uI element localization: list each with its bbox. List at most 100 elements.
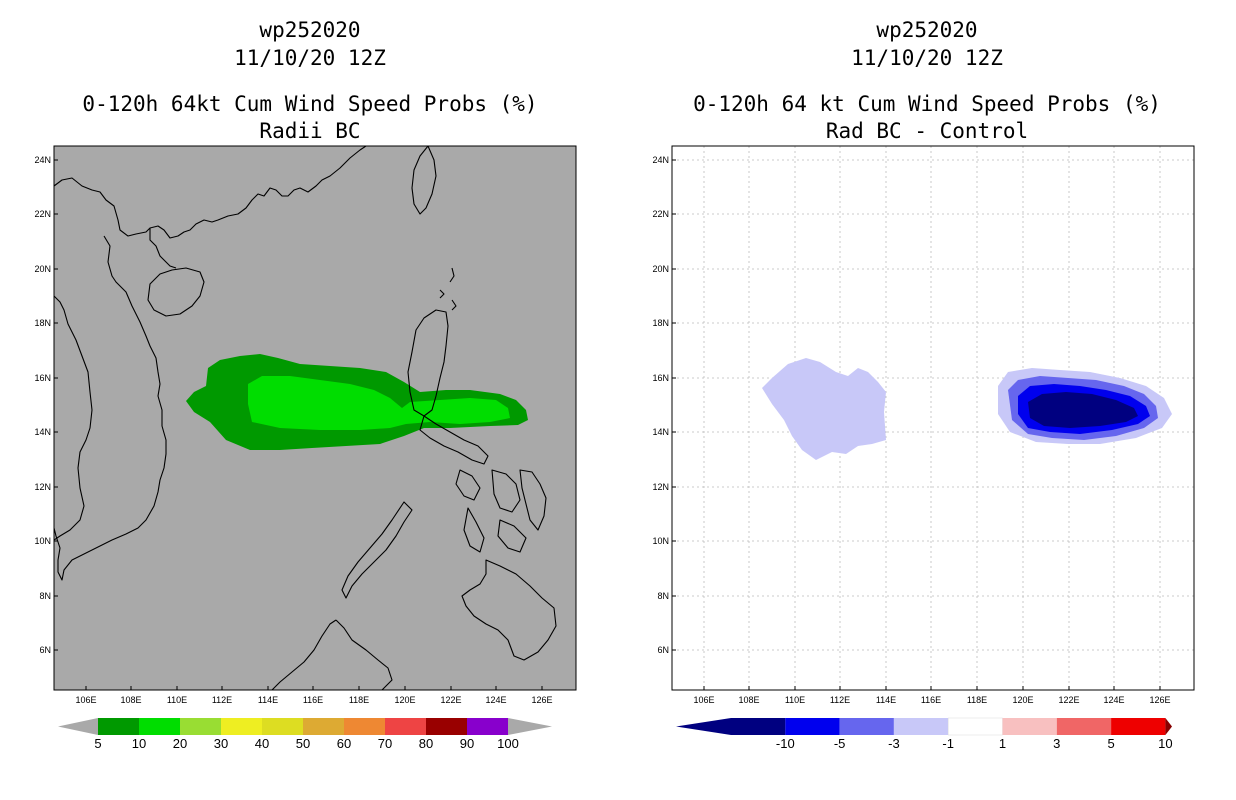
- lat-tick-label: 8N: [657, 591, 669, 601]
- lat-tick-label: 20N: [652, 264, 669, 274]
- colorbar-label: -3: [888, 736, 900, 751]
- lat-tick-label: 12N: [652, 482, 669, 492]
- left-date: 11/10/20 12Z: [234, 46, 386, 70]
- lat-tick-label: 16N: [34, 373, 51, 383]
- lat-tick-label: 16N: [652, 373, 669, 383]
- colorbar-label: 90: [460, 736, 474, 751]
- lon-tick-label: 126E: [531, 695, 552, 705]
- lat-tick-label: 18N: [34, 318, 51, 328]
- colorbar-label: 60: [337, 736, 351, 751]
- colorbar-label: 10: [132, 736, 146, 751]
- right-gridlines: [672, 146, 1194, 690]
- colorbar-high-arrow: [508, 718, 552, 735]
- colorbar-swatch: [385, 718, 426, 735]
- left-subtitle: Radii BC: [259, 119, 361, 143]
- colorbar-swatch: [426, 718, 467, 735]
- lon-tick-label: 120E: [394, 695, 415, 705]
- colorbar-low-arrow: [58, 718, 98, 735]
- lon-tick-label: 126E: [1149, 695, 1170, 705]
- lat-tick-label: 20N: [34, 264, 51, 274]
- colorbar-high-arrow: [1165, 718, 1172, 735]
- lat-tick-label: 22N: [34, 209, 51, 219]
- colorbar-swatch: [1002, 718, 1057, 735]
- lon-tick-label: 122E: [1058, 695, 1079, 705]
- colorbar-swatch: [1056, 718, 1112, 735]
- lat-tick-label: 6N: [39, 645, 51, 655]
- colorbar-swatch: [262, 718, 303, 735]
- colorbar-label: 100: [497, 736, 519, 751]
- colorbar-low-arrow: [676, 718, 731, 735]
- colorbar-label: -10: [776, 736, 795, 751]
- left-colorbar: 5 10 20 30 40 50 60 70 80 90 100: [58, 718, 552, 751]
- colorbar-label: 1: [999, 736, 1006, 751]
- colorbar-label: 80: [419, 736, 433, 751]
- lon-tick-label: 108E: [738, 695, 759, 705]
- lon-tick-label: 106E: [693, 695, 714, 705]
- colorbar-label: 10: [1158, 736, 1172, 751]
- lon-tick-label: 122E: [440, 695, 461, 705]
- colorbar-label: 30: [214, 736, 228, 751]
- lat-tick-label: 6N: [657, 645, 669, 655]
- lon-tick-label: 110E: [167, 695, 187, 705]
- left-storm-id: wp252020: [259, 18, 361, 42]
- colorbar-swatch: [221, 718, 262, 735]
- lat-tick-label: 12N: [34, 482, 51, 492]
- right-date: 11/10/20 12Z: [851, 46, 1003, 70]
- lat-tick-label: 22N: [652, 209, 669, 219]
- lat-tick-label: 14N: [652, 427, 669, 437]
- colorbar-swatch: [947, 717, 1003, 736]
- colorbar-swatch: [839, 718, 894, 735]
- colorbar-label: 3: [1053, 736, 1060, 751]
- colorbar-swatch: [1111, 718, 1166, 735]
- lat-tick-label: 24N: [34, 155, 51, 165]
- colorbar-swatch: [344, 718, 385, 735]
- right-diff-minus1: [762, 358, 886, 460]
- left-prob-10pct: [248, 376, 510, 430]
- colorbar-label: 5: [1107, 736, 1114, 751]
- colorbar-label: 50: [296, 736, 310, 751]
- colorbar-label: 40: [255, 736, 269, 751]
- lon-tick-label: 112E: [212, 695, 232, 705]
- colorbar-label: -5: [834, 736, 846, 751]
- right-subtitle: Rad BC - Control: [825, 119, 1029, 143]
- right-diff-minus10: [1028, 392, 1138, 428]
- colorbar-swatch: [303, 718, 344, 735]
- lon-tick-label: 118E: [349, 695, 369, 705]
- colorbar-swatch: [893, 718, 949, 735]
- left-axis-ticks: 106E 108E 110E 112E 114E 116E 118E 120E 122E 124E…: [34, 155, 552, 705]
- lat-tick-label: 24N: [652, 155, 669, 165]
- lat-tick-label: 10N: [34, 536, 51, 546]
- colorbar-swatch: [467, 718, 508, 735]
- lon-tick-label: 112E: [830, 695, 850, 705]
- colorbar-swatch: [180, 718, 221, 735]
- lat-tick-label: 14N: [34, 427, 51, 437]
- right-map-frame: [671, 145, 1195, 691]
- lon-tick-label: 110E: [785, 695, 805, 705]
- right-colorbar: -10 -5 -3 -1 1 3 5 10: [676, 717, 1173, 751]
- lon-tick-label: 114E: [876, 695, 896, 705]
- lon-tick-label: 120E: [1012, 695, 1033, 705]
- colorbar-label: 20: [173, 736, 187, 751]
- colorbar-label: 70: [378, 736, 392, 751]
- lon-tick-label: 108E: [120, 695, 141, 705]
- colorbar-label: -1: [942, 736, 954, 751]
- lat-tick-label: 18N: [652, 318, 669, 328]
- left-product-title: 0-120h 64kt Cum Wind Speed Probs (%): [82, 92, 538, 116]
- lon-tick-label: 116E: [921, 695, 941, 705]
- colorbar-swatch: [139, 718, 180, 735]
- colorbar-swatch: [785, 718, 840, 735]
- colorbar-swatch: [98, 718, 139, 735]
- lat-tick-label: 10N: [652, 536, 669, 546]
- lon-tick-label: 106E: [75, 695, 96, 705]
- colorbar-swatch: [731, 718, 786, 735]
- colorbar-label: 5: [94, 736, 101, 751]
- lon-tick-label: 124E: [1103, 695, 1124, 705]
- right-axis-ticks: 106E 108E 110E 112E 114E 116E 118E 120E 122E 124E…: [652, 155, 1170, 705]
- lon-tick-label: 116E: [303, 695, 323, 705]
- lon-tick-label: 124E: [485, 695, 506, 705]
- lat-tick-label: 8N: [39, 591, 51, 601]
- lon-tick-label: 118E: [967, 695, 987, 705]
- right-storm-id: wp252020: [876, 18, 978, 42]
- left-map-frame: [53, 145, 577, 691]
